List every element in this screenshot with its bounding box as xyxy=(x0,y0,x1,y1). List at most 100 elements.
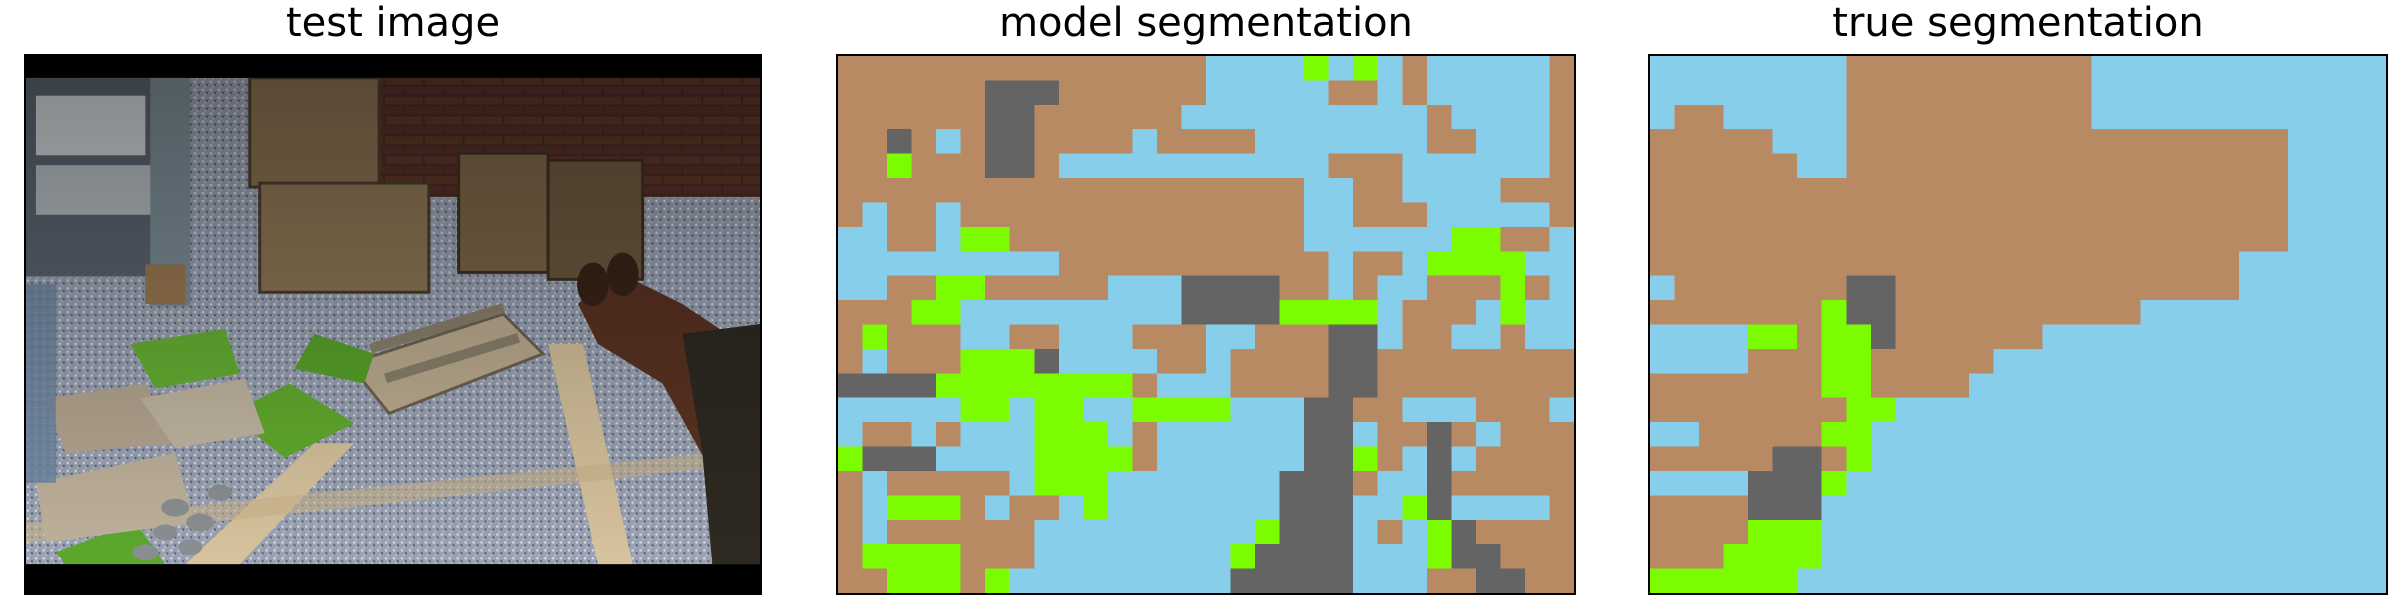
true-segment-cell xyxy=(2189,129,2215,155)
model-segment-cell xyxy=(1009,275,1035,301)
true-segment-cell xyxy=(1944,544,1970,570)
true-segment-cell xyxy=(1772,544,1798,570)
true-segment-cell xyxy=(2214,104,2240,130)
true-segment-cell xyxy=(2238,80,2264,106)
true-segment-cell xyxy=(2140,519,2166,545)
true-segment-cell xyxy=(1772,397,1798,423)
true-segment-cell xyxy=(1846,324,1872,350)
true-segment-cell xyxy=(1821,129,1847,155)
model-segment-cell xyxy=(1156,178,1182,203)
model-segment-cell xyxy=(1083,275,1109,301)
model-segment-cell xyxy=(1304,568,1330,593)
true-segment-cell xyxy=(2116,495,2142,521)
true-segment-cell xyxy=(1650,470,1676,496)
model-segment-cell xyxy=(1451,324,1477,350)
true-segment-cell xyxy=(2214,178,2240,203)
true-segment-cell xyxy=(2214,80,2240,106)
model-segment-cell xyxy=(985,324,1011,350)
model-segment-cell xyxy=(936,422,962,448)
true-segment-cell xyxy=(1772,348,1798,374)
true-segment-cell xyxy=(2116,275,2142,301)
model-segment-cell xyxy=(1132,226,1158,252)
model-segment-cell xyxy=(1377,470,1403,496)
true-segment-cell xyxy=(1895,422,1921,448)
true-segment-cell xyxy=(2018,80,2044,106)
true-segment-cell xyxy=(2116,300,2142,325)
model-segment-cell xyxy=(1279,373,1305,399)
true-segment-cell xyxy=(2189,470,2215,496)
true-segment-cell xyxy=(2165,56,2191,81)
true-segment-cell xyxy=(2189,80,2215,106)
true-segment-cell xyxy=(2189,202,2215,228)
model-segment-cell xyxy=(1255,495,1281,521)
true-segment-cell xyxy=(1674,397,1700,423)
model-segment-cell xyxy=(1009,300,1035,325)
true-segment-cell xyxy=(1797,153,1823,179)
model-segment-cell xyxy=(1426,202,1452,228)
model-segment-cell xyxy=(1353,202,1379,228)
model-segment-cell xyxy=(1451,495,1477,521)
true-segment-cell xyxy=(1919,202,1945,228)
true-segment-cell xyxy=(1797,422,1823,448)
model-segment-cell xyxy=(1230,202,1256,228)
true-segment-cell xyxy=(2042,519,2068,545)
true-segment-cell xyxy=(2263,300,2289,325)
true-segment-cell xyxy=(2067,519,2093,545)
true-segment-cell xyxy=(2091,104,2117,130)
true-segment-cell xyxy=(1846,153,1872,179)
model-segment-cell xyxy=(1156,300,1182,325)
true-segment-cell xyxy=(1870,104,1896,130)
true-segment-cell xyxy=(1821,519,1847,545)
model-segment-cell xyxy=(887,202,913,228)
true-segment-cell xyxy=(2042,226,2068,252)
model-segment-cell xyxy=(1328,397,1354,423)
model-segment-cell xyxy=(1426,397,1452,423)
true-segment-cell xyxy=(2336,397,2362,423)
model-segment-cell xyxy=(887,422,913,448)
model-segment-cell xyxy=(1549,129,1574,155)
model-segment-cell xyxy=(1328,178,1354,203)
true-segment-cell xyxy=(2116,446,2142,472)
model-segment-cell xyxy=(1230,470,1256,496)
model-segment-cell xyxy=(1034,178,1060,203)
model-segment-cell xyxy=(1500,251,1526,277)
true-segment-cell xyxy=(1968,568,1994,593)
true-segment-cell xyxy=(2287,348,2313,374)
true-segment-cell xyxy=(2189,397,2215,423)
true-segment-cell xyxy=(2238,470,2264,496)
true-segment-cell xyxy=(2361,397,2386,423)
true-segment-cell xyxy=(1944,519,1970,545)
model-segment-cell xyxy=(1353,470,1379,496)
model-segment-cell xyxy=(1107,446,1133,472)
model-segment-cell xyxy=(1524,129,1550,155)
true-segment-cell xyxy=(1993,397,2019,423)
test-image-scene xyxy=(26,56,760,593)
true-segment-cell xyxy=(1650,178,1676,203)
true-segment-cell xyxy=(1968,324,1994,350)
true-segment-cell xyxy=(1699,56,1725,81)
true-segment-cell xyxy=(1919,495,1945,521)
model-segment-cell xyxy=(1402,397,1428,423)
model-segment-cell xyxy=(1500,178,1526,203)
true-segment-cell xyxy=(2165,178,2191,203)
true-segment-cell xyxy=(1723,519,1749,545)
model-segment-cell xyxy=(1426,495,1452,521)
true-segment-cell xyxy=(2336,275,2362,301)
true-segment-cell xyxy=(2018,495,2044,521)
model-segment-cell xyxy=(1475,397,1501,423)
model-segment-cell xyxy=(1009,56,1035,81)
true-segment-cell xyxy=(1968,226,1994,252)
true-segment-cell xyxy=(1748,568,1774,593)
true-segment-cell xyxy=(2067,80,2093,106)
true-segment-cell xyxy=(1846,568,1872,593)
true-segment-cell xyxy=(2067,300,2093,325)
true-segment-cell xyxy=(1846,397,1872,423)
true-segment-cell xyxy=(1919,544,1945,570)
true-segment-cell xyxy=(2214,56,2240,81)
model-segment-cell xyxy=(1524,226,1550,252)
true-segment-cell xyxy=(1895,568,1921,593)
true-segment-cell xyxy=(1870,202,1896,228)
true-segment-cell xyxy=(2238,104,2264,130)
model-segment-cell xyxy=(862,275,888,301)
true-segment-cell xyxy=(2140,80,2166,106)
